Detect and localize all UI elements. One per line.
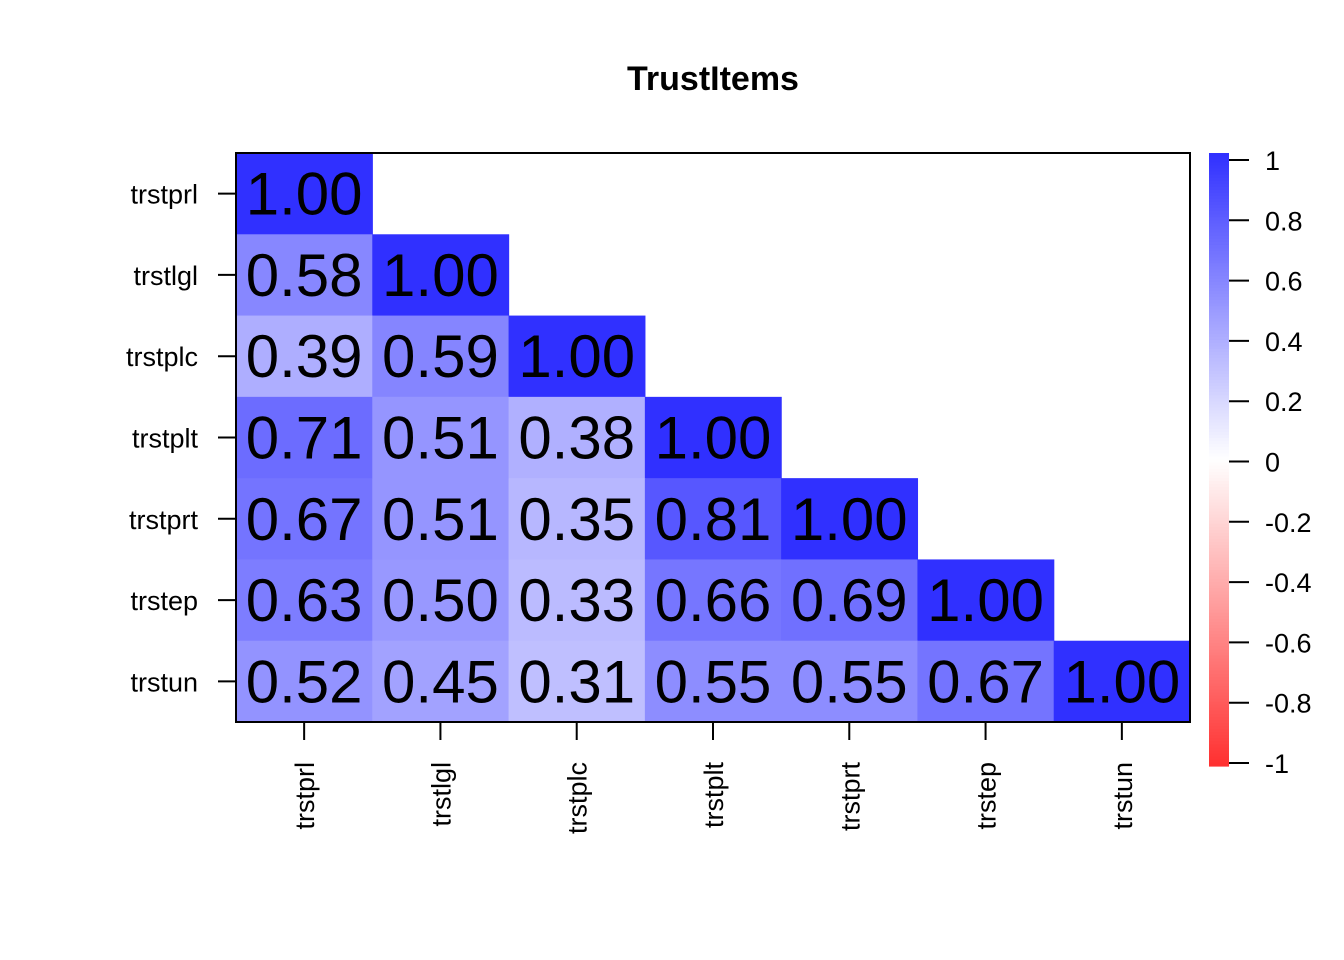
cell-label-trstun-trstep: 0.67 [927, 648, 1044, 715]
cell-trstep-trstep [917, 559, 1055, 642]
cell-trstplt-trstplc [508, 396, 646, 479]
cell-trstep-trstplc [508, 559, 646, 642]
x-tick-label-trstprt: trstprt [835, 762, 865, 832]
y-tick-label-trstun: trstun [130, 667, 198, 697]
cell-trstplt-trstprl [236, 396, 373, 479]
y-tick-label-trstprt: trstprt [129, 505, 199, 535]
cell-trstep-trstprt [781, 559, 919, 642]
cell-label-trstep-trstplt: 0.66 [655, 567, 772, 634]
cell-trstprl-trstprl [236, 153, 373, 235]
cell-trstprt-trstlgl [372, 478, 510, 561]
cell-trstep-trstplt [644, 559, 782, 642]
cell-trstprt-trstplt [644, 478, 782, 561]
cell-label-trstun-trstprt: 0.55 [791, 648, 908, 715]
cell-trstun-trstprt [781, 640, 919, 723]
color-legend-tick-label: 0.8 [1265, 206, 1303, 236]
cell-label-trstep-trstprl: 0.63 [246, 567, 363, 634]
y-tick-label-trstprl: trstprl [131, 180, 199, 210]
cell-label-trstep-trstlgl: 0.50 [382, 567, 499, 634]
x-tick-label-trstlgl: trstlgl [426, 762, 456, 827]
color-legend-tick-label: 0 [1265, 448, 1280, 478]
cell-trstprt-trstprt [781, 478, 919, 561]
cell-label-trstun-trstplc: 0.31 [518, 648, 635, 715]
y-axis: trstprl trstlgl trstplc trstplt trstprt trste… [126, 180, 236, 697]
color-legend: 1 0.8 0.6 0.4 0.2 0 -0.2 -0.4 -0.6 -0.8 -1 [1209, 146, 1312, 779]
cell-label-trstep-trstep: 1.00 [927, 567, 1044, 634]
cell-trstun-trstprl [236, 640, 373, 723]
cell-trstun-trstep [917, 640, 1055, 723]
cell-label-trstplt-trstprl: 0.71 [246, 405, 363, 472]
cell-trstun-trstplt [644, 640, 782, 723]
cell-label-trstplt-trstplc: 0.38 [518, 405, 635, 472]
x-tick-label-trstplc: trstplc [563, 762, 593, 834]
x-tick-label-trstprl: trstprl [290, 762, 320, 830]
cell-trstprt-trstprl [236, 478, 373, 561]
color-legend-tick-label: -1 [1265, 749, 1289, 779]
color-legend-gradient [1209, 153, 1229, 767]
cell-label-trstprt-trstplc: 0.35 [518, 486, 635, 553]
color-legend-tick-label: -0.2 [1265, 508, 1312, 538]
cell-trstep-trstprl [236, 559, 373, 642]
cell-label-trstprt-trstlgl: 0.51 [382, 486, 499, 553]
cell-label-trstprt-trstprt: 1.00 [791, 486, 908, 553]
y-tick-label-trstplt: trstplt [132, 424, 199, 454]
color-legend-tick-label: 0.4 [1265, 327, 1303, 357]
color-legend-tick-label: 1 [1265, 146, 1280, 176]
cell-label-trstlgl-trstlgl: 1.00 [382, 242, 499, 309]
color-legend-tick-label: 0.6 [1265, 267, 1303, 297]
heatmap-cells: 1.00 0.58 1.00 0.39 0.59 1.00 0.71 0.51 0.38 1.00… [236, 153, 1191, 723]
cell-label-trstun-trstun: 1.00 [1063, 648, 1180, 715]
x-tick-label-trstep: trstep [972, 762, 1002, 830]
cell-label-trstlgl-trstprl: 0.58 [246, 242, 363, 309]
cell-label-trstun-trstlgl: 0.45 [382, 648, 499, 715]
y-tick-label-trstlgl: trstlgl [133, 261, 198, 291]
cell-trstplc-trstplc [508, 315, 646, 398]
color-legend-tick-label: 0.2 [1265, 387, 1303, 417]
color-legend-tick-label: -0.6 [1265, 628, 1312, 658]
x-tick-label-trstun: trstun [1108, 762, 1138, 830]
cell-label-trstprl-trstprl: 1.00 [246, 161, 363, 228]
cell-label-trstep-trstplc: 0.33 [518, 567, 635, 634]
cell-trstlgl-trstprl [236, 234, 373, 317]
cell-trstlgl-trstlgl [372, 234, 510, 317]
cell-label-trstplt-trstplt: 1.00 [655, 405, 772, 472]
cell-trstplt-trstplt [644, 396, 782, 479]
cell-label-trstun-trstprl: 0.52 [246, 648, 363, 715]
color-legend-tick-label: -0.8 [1265, 689, 1312, 719]
cell-trstplc-trstlgl [372, 315, 510, 398]
x-axis: trstprl trstlgl trstplc trstplt trstprt trste… [290, 722, 1138, 834]
cell-label-trstplt-trstlgl: 0.51 [382, 405, 499, 472]
x-tick-label-trstplt: trstplt [699, 762, 729, 829]
chart-title: TrustItems [627, 60, 799, 98]
y-tick-label-trstep: trstep [130, 586, 198, 616]
cell-label-trstprt-trstplt: 0.81 [655, 486, 772, 553]
cell-trstep-trstlgl [372, 559, 510, 642]
cell-trstun-trstlgl [372, 640, 510, 723]
cell-label-trstplc-trstprl: 0.39 [246, 323, 363, 390]
cell-trstprt-trstplc [508, 478, 646, 561]
y-tick-label-trstplc: trstplc [126, 342, 198, 372]
cell-trstplt-trstlgl [372, 396, 510, 479]
cell-trstun-trstplc [508, 640, 646, 723]
cell-label-trstprt-trstprl: 0.67 [246, 486, 363, 553]
cell-label-trstun-trstplt: 0.55 [655, 648, 772, 715]
cell-trstplc-trstprl [236, 315, 373, 398]
cell-label-trstplc-trstplc: 1.00 [518, 323, 635, 390]
cell-label-trstplc-trstlgl: 0.59 [382, 323, 499, 390]
color-legend-tick-label: -0.4 [1265, 568, 1312, 598]
cell-label-trstep-trstprt: 0.69 [791, 567, 908, 634]
cell-trstun-trstun [1053, 640, 1191, 723]
